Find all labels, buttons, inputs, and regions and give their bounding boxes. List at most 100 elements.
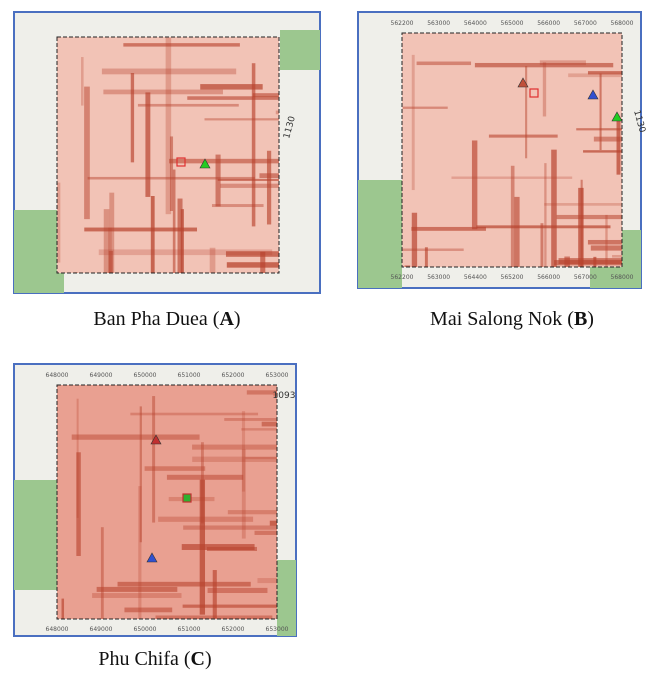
heatmap-stripe — [182, 544, 255, 550]
forest-area — [14, 210, 64, 293]
forest-area — [14, 480, 57, 590]
caption-letter: C — [191, 648, 205, 670]
coordinate-label: 568000 — [611, 274, 634, 281]
coordinate-label: 566000 — [537, 274, 560, 281]
heatmap-stripe — [118, 582, 251, 587]
coordinate-label: 565200 — [501, 274, 524, 281]
heatmap-stripe — [540, 223, 543, 267]
panel-caption: Ban Pha Duea (A) — [93, 308, 240, 330]
heatmap-stripe — [213, 570, 217, 618]
heatmap-stripe — [403, 107, 448, 109]
forest-area — [358, 180, 402, 288]
coordinate-label: 562200 — [391, 20, 414, 27]
heatmap-stripe — [192, 445, 277, 450]
coordinate-label: 649000 — [90, 626, 113, 633]
heatmap-stripe — [152, 396, 155, 522]
road-label: 1093 — [273, 391, 296, 401]
coordinate-label: 651000 — [178, 626, 201, 633]
forest-area — [280, 30, 320, 70]
heatmap-stripe — [241, 428, 277, 430]
heatmap-stripe — [612, 255, 622, 258]
heatmap-stripe — [84, 228, 197, 232]
coordinate-label: 649000 — [90, 372, 113, 379]
coordinate-label: 650000 — [134, 372, 157, 379]
heatmap-stripe — [218, 179, 279, 181]
panel-caption: Mai Salong Nok (B) — [430, 308, 594, 330]
heatmap-stripe — [417, 62, 471, 66]
heatmap-stripe — [77, 399, 79, 518]
heatmap-stripe — [228, 510, 277, 514]
heatmap-stripe — [158, 517, 253, 522]
heatmap-stripe — [210, 248, 216, 273]
heatmap-stripe — [103, 90, 223, 95]
heatmap-stripe — [102, 69, 236, 75]
heatmap-stripe — [591, 245, 622, 250]
coordinate-label: 567000 — [574, 274, 597, 281]
heatmap-stripe — [101, 527, 104, 619]
heatmap-stripe — [205, 118, 279, 120]
heatmap-stripe — [543, 62, 546, 116]
coordinate-label: 651000 — [178, 372, 201, 379]
heatmap-stripe — [62, 599, 65, 619]
heatmap-stripe — [583, 150, 622, 152]
coordinate-label: 653000 — [266, 372, 289, 379]
coordinate-label: 650000 — [134, 626, 157, 633]
heatmap-stripe — [183, 525, 277, 529]
coordinate-label: 648000 — [46, 626, 69, 633]
heatmap-stripe — [138, 104, 239, 107]
heatmap-stripe — [576, 128, 622, 130]
coordinate-label: 563000 — [427, 20, 450, 27]
heatmap-stripe — [489, 135, 558, 138]
heatmap-stripe — [57, 183, 60, 263]
caption-close: ) — [587, 308, 594, 330]
heatmap-stripe — [476, 225, 610, 228]
heatmap-stripe — [594, 137, 622, 142]
heatmap-stripe — [255, 531, 277, 535]
heatmap-stripe — [617, 117, 621, 175]
coordinate-label: 564000 — [464, 20, 487, 27]
heatmap-stripe — [557, 215, 622, 219]
coordinate-label: 652000 — [222, 626, 245, 633]
heatmap-stripe — [145, 92, 150, 197]
heatmap-stripe — [167, 475, 243, 480]
heatmap-stripe — [84, 87, 90, 220]
heatmap-stripe — [81, 57, 84, 106]
coordinate-label: 566000 — [537, 20, 560, 27]
heatmap-stripe — [99, 249, 272, 255]
heatmap-stripe — [514, 197, 519, 267]
coordinate-label: 565000 — [501, 20, 524, 27]
heatmap-stripe — [92, 593, 181, 598]
coordinate-label: 562200 — [391, 274, 414, 281]
heatmap-stripe — [554, 260, 622, 265]
caption-close: ) — [205, 648, 212, 670]
heatmap-stripe — [270, 521, 277, 526]
heatmap-stripe — [588, 240, 622, 245]
heatmap-stripe — [183, 605, 277, 608]
heatmap-stripe — [123, 43, 240, 46]
coordinate-label: 563000 — [427, 274, 450, 281]
heatmap-stripe — [72, 434, 200, 439]
figure: 1130Ban Pha Duea (A)11305622005630005640… — [0, 0, 652, 682]
heatmap-stripe — [151, 196, 155, 273]
coordinate-label: 648000 — [46, 372, 69, 379]
heatmap-stripe — [224, 418, 277, 421]
coordinate-label: 653000 — [266, 626, 289, 633]
heatmap-stripe — [242, 411, 245, 491]
heatmap-stripe — [257, 578, 277, 583]
heatmap-stripe — [525, 66, 527, 158]
forest-area — [277, 560, 296, 636]
heatmap-stripe — [253, 93, 279, 97]
heatmap-stripe — [472, 140, 477, 229]
heatmap-stripe — [200, 84, 262, 89]
site-square — [183, 494, 191, 502]
caption-name: Mai Salong Nok ( — [430, 308, 574, 330]
heatmap-stripe — [192, 457, 277, 462]
heatmap-stripe — [588, 71, 622, 74]
heatmap-stripe — [173, 170, 176, 273]
heatmap-stripe — [411, 227, 486, 231]
caption-name: Phu Chifa ( — [98, 648, 191, 670]
heatmap-stripe — [131, 73, 134, 162]
panel-caption: Phu Chifa (C) — [98, 648, 211, 670]
heatmap-stripe — [124, 608, 172, 613]
heatmap-stripe — [262, 422, 277, 427]
